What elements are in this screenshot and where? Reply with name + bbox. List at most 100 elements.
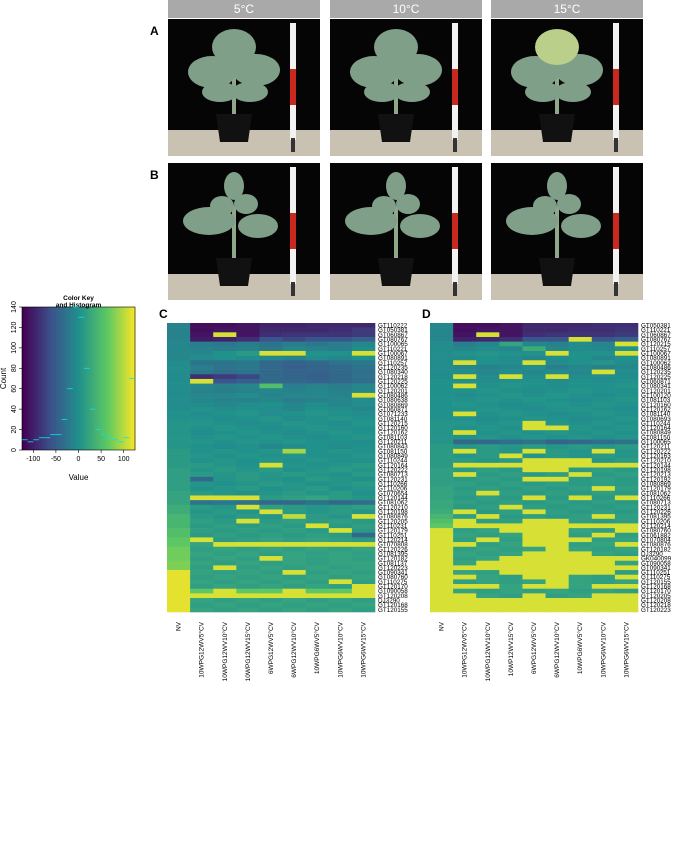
heatmap-cell — [568, 584, 593, 589]
heatmap-cell — [328, 532, 353, 538]
heatmap-cell — [213, 392, 237, 398]
heatmap-cell — [305, 416, 330, 422]
heatmap-cell — [236, 448, 260, 454]
heatmap-cell — [328, 453, 353, 459]
heatmap-cell — [453, 588, 477, 594]
heatmap-cell — [430, 532, 454, 538]
heatmap-cell — [236, 509, 260, 515]
column-label: 10WPG12WV10°CV — [484, 621, 492, 681]
heatmap-cell — [614, 388, 639, 394]
heatmap-cell — [568, 486, 593, 492]
heatmap-cell — [614, 523, 639, 529]
heatmap-cell — [499, 528, 523, 534]
heatmap-cell — [305, 425, 330, 431]
heatmap-cell — [591, 355, 616, 361]
heatmap-cell — [328, 350, 353, 356]
heatmap-cell — [568, 458, 593, 464]
heatmap-cell — [476, 416, 500, 422]
heatmap-cell — [568, 518, 593, 524]
heatmap-cell — [499, 439, 523, 445]
heatmap-cell — [568, 355, 593, 361]
heatmap-cell — [499, 411, 523, 417]
heatmap-cell — [499, 355, 523, 361]
heatmap-cell — [190, 588, 214, 594]
row-label: GT120144 — [378, 495, 408, 502]
row-label: DJ3290 — [378, 598, 400, 605]
heatmap-cell — [328, 462, 353, 468]
heatmap-cell — [190, 453, 214, 459]
heatmap-cell — [351, 542, 376, 548]
row-label: GT120210 — [378, 504, 408, 511]
heatmap-cell — [499, 476, 523, 482]
heatmap-cell — [190, 448, 214, 454]
heatmap-cell — [545, 518, 569, 524]
heatmap-cell — [614, 416, 639, 422]
heatmap-cell — [545, 467, 569, 473]
heatmap-cell — [614, 500, 639, 506]
ruler-red — [613, 213, 619, 249]
row-label: GT081395 — [641, 514, 671, 521]
heatmap-cell — [568, 495, 593, 501]
heatmap-cell — [167, 509, 191, 515]
heatmap-cell — [430, 420, 454, 426]
heatmap-cell — [522, 528, 546, 534]
heatmap-cell — [545, 598, 569, 603]
heatmap-cell — [305, 430, 330, 436]
heatmap-cell — [476, 383, 500, 389]
heatmap-cell — [167, 584, 191, 589]
row-label: GT110275 — [641, 574, 671, 581]
heatmap-cell — [430, 486, 454, 492]
heatmap-cell — [499, 467, 523, 473]
heatmap-cell — [305, 327, 330, 333]
heatmap-cell — [305, 383, 330, 389]
row-label: GT080340 — [378, 369, 408, 376]
heatmap-cell — [190, 467, 214, 473]
heatmap-cell — [453, 523, 477, 529]
heatmap-cell — [167, 588, 191, 594]
heatmap-cell — [213, 411, 237, 417]
heatmap-cell — [476, 504, 500, 510]
heatmap-cell — [499, 565, 523, 571]
heatmap-cell — [568, 453, 593, 459]
heatmap-cell — [282, 364, 306, 370]
heatmap-cell — [305, 346, 330, 352]
heatmap-cell — [453, 514, 477, 520]
heatmap-cell — [522, 570, 546, 576]
heatmap-cell — [259, 346, 283, 352]
heatmap-cell — [259, 504, 283, 510]
heatmap-cell — [328, 602, 353, 608]
y-tick-label: 60 — [11, 385, 18, 393]
heatmap-cell — [190, 481, 214, 487]
heatmap-cell — [568, 560, 593, 566]
heatmap-cell — [305, 579, 330, 585]
color-key-band — [78, 307, 81, 450]
heatmap-cell — [305, 406, 330, 412]
heatmap-cell — [190, 383, 214, 389]
row-label: GT080760 — [378, 574, 408, 581]
heatmap-cell — [167, 434, 191, 440]
heatmap-cell — [430, 602, 454, 608]
heatmap-cell — [453, 542, 477, 548]
heatmap-cell — [522, 514, 546, 520]
heatmap-cell — [591, 570, 616, 576]
heatmap-cell — [522, 560, 546, 566]
heatmap-cell — [545, 439, 569, 445]
heatmap-cell — [305, 528, 330, 534]
heatmap-cell — [282, 602, 306, 608]
heatmap-cell — [453, 378, 477, 384]
row-label: GT110244 — [641, 420, 671, 427]
heatmap-cell — [568, 551, 593, 557]
heatmap-cell — [236, 383, 260, 389]
row-label: GT081103 — [641, 397, 671, 404]
heatmap-cell — [167, 453, 191, 459]
heatmap-cell — [305, 332, 330, 338]
heatmap-cell — [213, 537, 237, 543]
heatmap-cell — [167, 570, 191, 576]
heatmap-cell — [259, 420, 283, 426]
color-key-band — [72, 307, 76, 450]
plant-leaf — [202, 82, 238, 102]
heatmap-cell — [259, 323, 283, 328]
heatmap-cell — [213, 434, 237, 440]
heatmap-cell — [282, 574, 306, 580]
heatmap-cell — [167, 523, 191, 529]
